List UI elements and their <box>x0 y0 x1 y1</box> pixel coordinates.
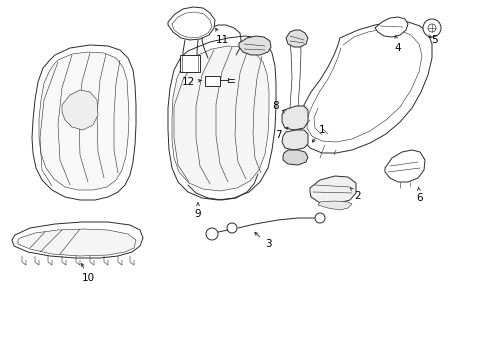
Text: 11: 11 <box>215 35 228 45</box>
Polygon shape <box>62 90 98 130</box>
Polygon shape <box>283 150 307 165</box>
Text: 8: 8 <box>272 101 279 111</box>
Polygon shape <box>12 222 142 258</box>
Circle shape <box>314 213 325 223</box>
Circle shape <box>422 19 440 37</box>
Text: 9: 9 <box>194 209 201 219</box>
Text: 2: 2 <box>354 191 361 201</box>
Polygon shape <box>172 46 268 191</box>
Text: 3: 3 <box>264 239 271 249</box>
Polygon shape <box>18 229 136 256</box>
Polygon shape <box>384 150 424 182</box>
Polygon shape <box>309 176 355 204</box>
Polygon shape <box>282 106 307 130</box>
Text: 5: 5 <box>431 35 437 45</box>
Polygon shape <box>374 17 407 37</box>
Circle shape <box>226 223 237 233</box>
Circle shape <box>205 228 218 240</box>
Polygon shape <box>317 201 351 210</box>
Text: 1: 1 <box>318 125 325 135</box>
Polygon shape <box>239 36 270 55</box>
Text: 12: 12 <box>181 77 194 87</box>
Polygon shape <box>204 76 220 86</box>
Polygon shape <box>32 45 136 200</box>
Polygon shape <box>282 130 307 150</box>
Polygon shape <box>168 7 215 40</box>
Text: 7: 7 <box>274 130 281 140</box>
Circle shape <box>427 24 435 32</box>
Text: 6: 6 <box>416 193 423 203</box>
Text: 10: 10 <box>81 273 94 283</box>
Polygon shape <box>285 30 307 47</box>
Polygon shape <box>39 52 129 190</box>
Text: 4: 4 <box>394 43 401 53</box>
Polygon shape <box>168 36 275 200</box>
Polygon shape <box>299 22 431 153</box>
Polygon shape <box>180 55 200 72</box>
